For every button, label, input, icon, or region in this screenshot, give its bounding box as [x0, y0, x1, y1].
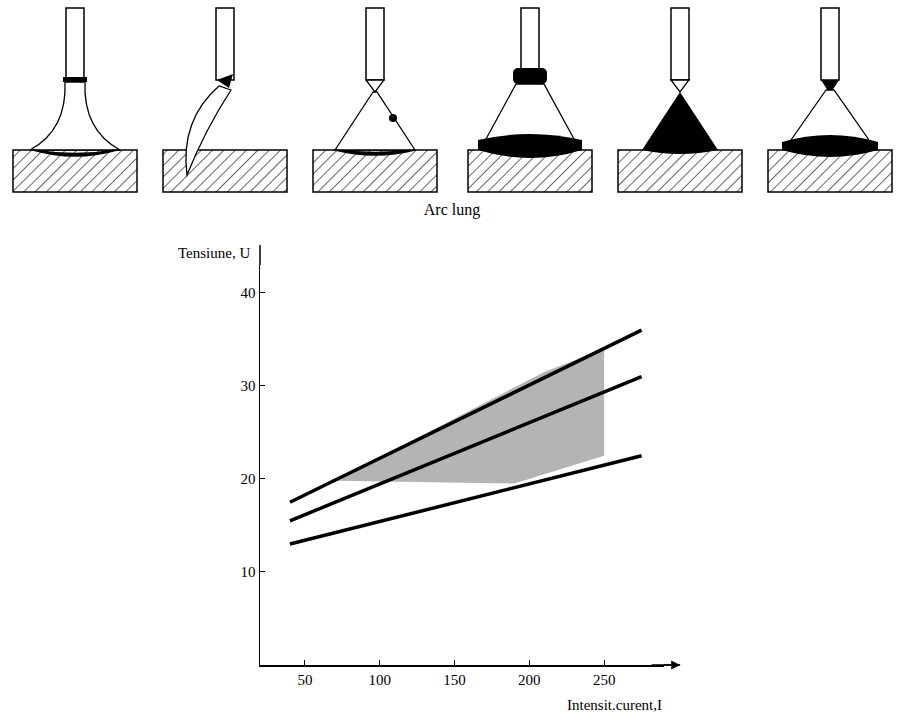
svg-text:Intensit.curent,I: Intensit.curent,I: [567, 697, 662, 713]
svg-text:Tensiune, U: Tensiune, U: [178, 245, 250, 261]
svg-text:20: 20: [241, 471, 256, 487]
svg-text:100: 100: [368, 672, 391, 688]
svg-text:50: 50: [297, 672, 312, 688]
svg-text:10: 10: [241, 564, 256, 580]
svg-text:30: 30: [241, 378, 256, 394]
svg-text:150: 150: [443, 672, 466, 688]
svg-text:40: 40: [241, 285, 256, 301]
svg-text:200: 200: [518, 672, 541, 688]
svg-text:250: 250: [593, 672, 616, 688]
svg-text:Arc lung: Arc lung: [424, 201, 480, 219]
